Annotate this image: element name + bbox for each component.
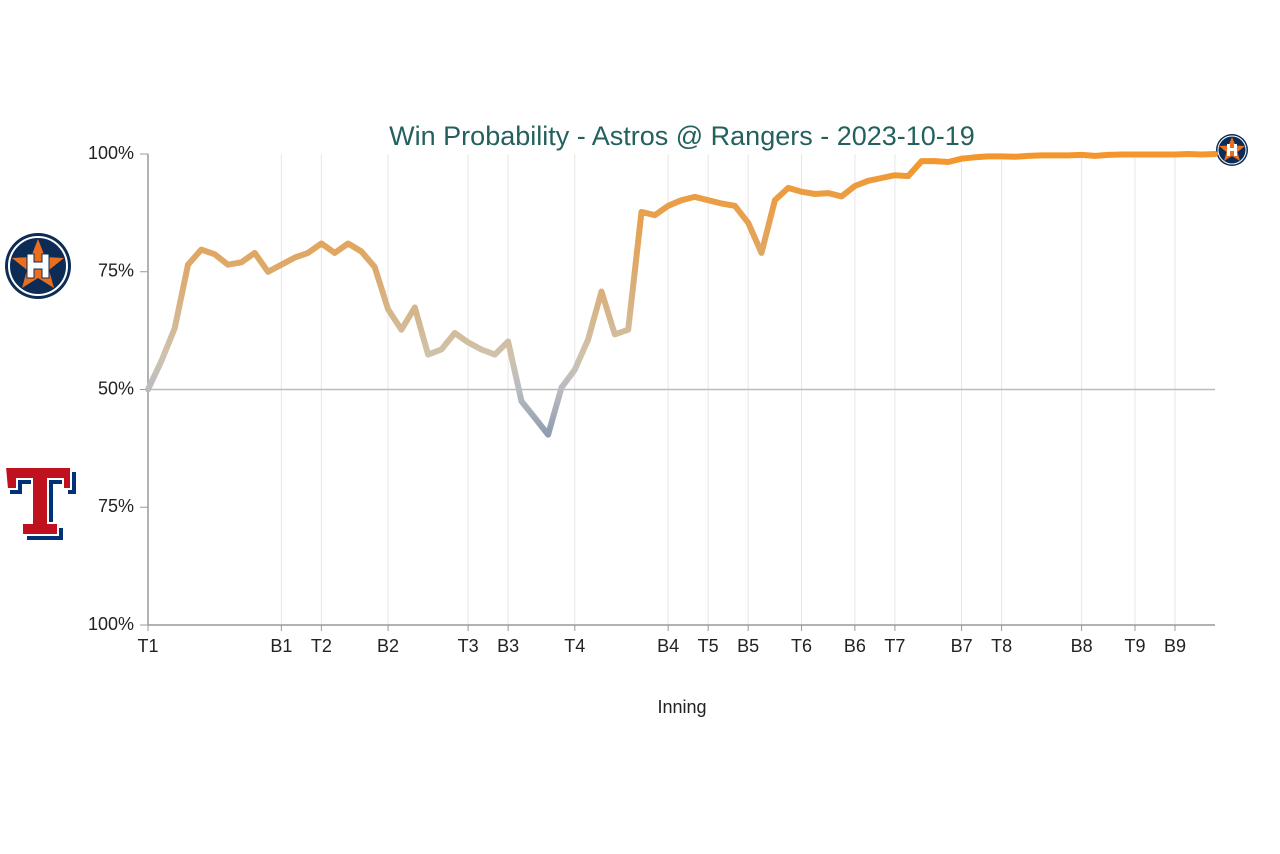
x-tick-label: T7 — [884, 636, 905, 656]
astros-logo-end — [1216, 134, 1248, 166]
x-tick-label: B5 — [737, 636, 759, 656]
x-tick-label: T1 — [137, 636, 158, 656]
y-tick-label: 75% — [98, 496, 134, 516]
x-tick-label: B3 — [497, 636, 519, 656]
rangers-logo — [3, 466, 76, 540]
x-tick-label: B2 — [377, 636, 399, 656]
x-tick-label: B9 — [1164, 636, 1186, 656]
x-tick-label: T3 — [458, 636, 479, 656]
y-tick-label: 75% — [98, 261, 134, 281]
x-tick-label: T5 — [698, 636, 719, 656]
chart-title: Win Probability - Astros @ Rangers - 202… — [389, 121, 975, 151]
win-probability-line — [145, 151, 1218, 438]
x-tick-label: T6 — [791, 636, 812, 656]
x-tick-label: T4 — [564, 636, 585, 656]
y-tick-label: 50% — [98, 378, 134, 398]
astros-logo — [5, 233, 71, 299]
x-tick-label: T8 — [991, 636, 1012, 656]
x-tick-label: B4 — [657, 636, 679, 656]
x-tick-label: B6 — [844, 636, 866, 656]
y-tick-label: 100% — [88, 614, 134, 634]
x-tick-label: B8 — [1071, 636, 1093, 656]
x-tick-label: B1 — [270, 636, 292, 656]
y-tick-label: 100% — [88, 143, 134, 163]
x-tick-label: T2 — [311, 636, 332, 656]
x-tick-label: T9 — [1124, 636, 1145, 656]
x-tick-label: B7 — [951, 636, 973, 656]
x-axis-label: Inning — [657, 697, 706, 717]
